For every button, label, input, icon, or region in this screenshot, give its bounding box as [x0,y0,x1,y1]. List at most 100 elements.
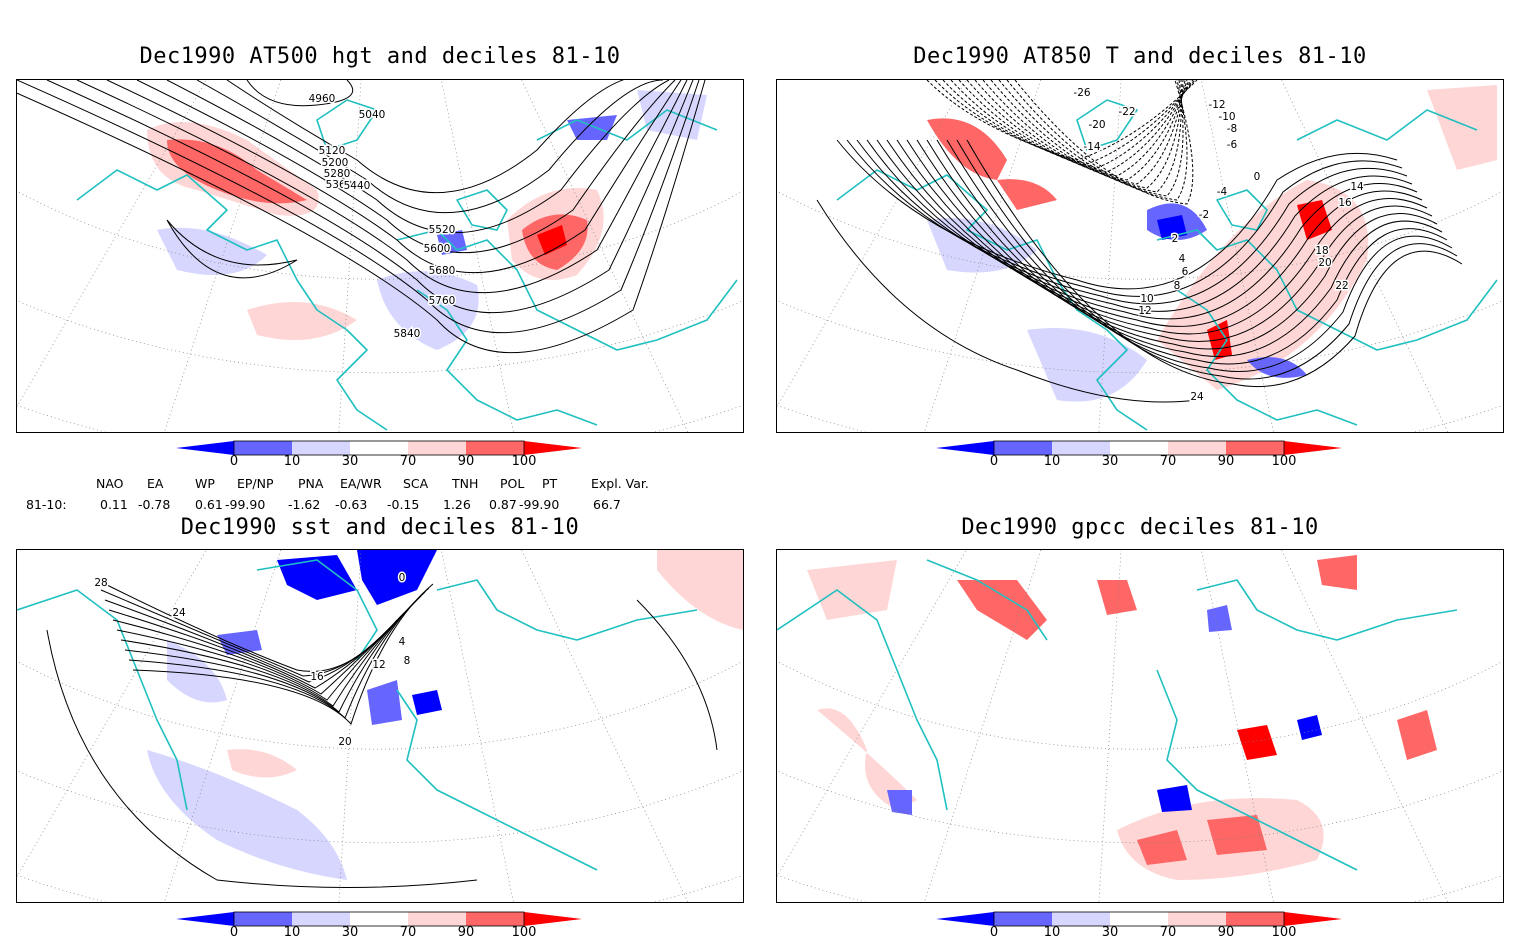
colorbar-gpcc: 0 10 30 70 90 100 [936,911,1356,951]
colorbar-at500: 0 10 30 70 90 100 [176,440,596,480]
anomaly-strong-warm [997,179,1057,210]
anomaly-strong-cold [1247,357,1307,378]
temperature-contour-positive [876,139,1418,320]
temperature-contour-positive [886,139,1423,327]
colorbar-svg [936,911,1342,927]
meridian-line [1098,550,1122,902]
colorbar-segment [1226,912,1284,926]
panel-title-sst: Dec1990 sst and deciles 81-10 [180,515,580,540]
graticule [17,80,743,432]
precip-anomaly-wet [1397,710,1437,760]
sst-contour [120,595,422,707]
contour-label: -10 [1218,111,1235,123]
index-header-explvar: Expl. Var. [591,476,649,491]
colorbar-tick-label: 10 [283,454,301,469]
temperature-contour-negative [958,80,1190,177]
height-contour [106,80,682,274]
colorbar-segment [936,441,994,455]
contour-label: 18 [1315,245,1328,257]
colorbar-segment [350,912,408,926]
coastline-greenland [316,99,378,151]
anomaly-cold [1027,328,1147,402]
index-value-wp: 0.61 [195,497,223,512]
anomaly-cold [637,90,707,140]
coastline-america [76,169,388,431]
contour-label: 24 [172,607,186,619]
meridian-line [1098,80,1122,432]
precip-anomaly-extreme-dry [1297,715,1322,740]
latitude-circle [777,300,1503,373]
precip-anomaly-wet [1207,815,1267,855]
meridian-line [17,550,207,878]
index-header-epnp: EP/NP [237,476,274,491]
colorbar-tick-label: 100 [1271,925,1297,940]
sst-contour [124,591,426,713]
contour-label: 2 [1172,233,1179,245]
index-header-wp: WP [195,476,215,491]
anomaly-strong-warm [167,139,307,204]
contour-label: 4 [399,636,406,648]
coastline-arctic [536,109,718,141]
map-gpcc-svg [777,550,1503,902]
contour-label: -12 [1208,99,1225,111]
colorbar-tick-label: 100 [1271,454,1297,469]
index-value-tnh: 1.26 [443,497,471,512]
colorbar-tick-label: 70 [1159,454,1177,469]
contour-label: -22 [1118,106,1135,118]
latitude-circle [17,300,743,373]
temperature-contour-negative [990,80,1182,193]
sst-contour [116,599,418,701]
colorbar-tick-label: 0 [989,925,999,940]
index-value-pna: -1.62 [288,497,321,512]
precip-anomaly-wet [1317,555,1357,590]
sst-anomaly-strong-cold [217,630,262,655]
colorbar-segment [292,912,350,926]
sst-anomaly-cold [167,640,227,703]
precip-anomaly-wet [957,580,1047,640]
temperature-contour-positive [916,139,1438,350]
anomaly-extreme-warm [1297,200,1332,240]
coastline-europe-africa [1176,289,1358,426]
temperature-contour-positive [956,139,1458,380]
meridian-line [1281,80,1449,432]
contour-label: -26 [1073,87,1090,99]
contour-label: 6 [1182,266,1189,278]
coastline-arctic [1296,109,1478,141]
precip-anomaly-wet [1097,580,1137,615]
height-contour [226,80,657,194]
anomaly-extreme-warm [537,225,567,255]
contour-label: 5280 [324,168,351,180]
temperature-contour-negative [942,80,1194,169]
sst-contour [132,583,434,725]
contour-label: -8 [1227,123,1237,135]
colorbar-tick-label: 30 [341,925,359,940]
height-contour [76,80,688,294]
height-contour [17,80,706,354]
temperature-contour-positive [946,139,1453,372]
sst-anomaly-warm [227,749,297,778]
colorbar-segment [1052,441,1110,455]
coastline-eurasia [436,579,698,641]
temperature-contour-positive [846,139,1403,297]
colorbar-outline [233,440,525,456]
temperature-contour-positive [856,139,1408,305]
temperature-contour-positive [896,139,1428,335]
sst-contour [636,599,718,751]
colorbar-segment [1110,441,1168,455]
colorbar-tick-label: 70 [399,454,417,469]
graticule [777,80,1503,432]
meridian-line [441,80,514,432]
coastline-america [777,589,948,811]
meridian-line [1281,550,1449,902]
anomaly-warm [247,302,357,340]
coastline-scandinavia [456,189,508,231]
index-value-ea: -0.78 [138,497,171,512]
sst-anomaly-strong-cold [367,680,402,725]
contour-label: -6 [1227,139,1238,151]
panel-title-gpcc: Dec1990 gpcc deciles 81-10 [961,515,1319,540]
colorbar-segment [466,441,524,455]
contour-label: 28 [94,577,107,589]
temperature-contour-positive [926,139,1443,357]
index-value-epnp: -99.90 [225,497,266,512]
colorbar-segment [408,912,466,926]
